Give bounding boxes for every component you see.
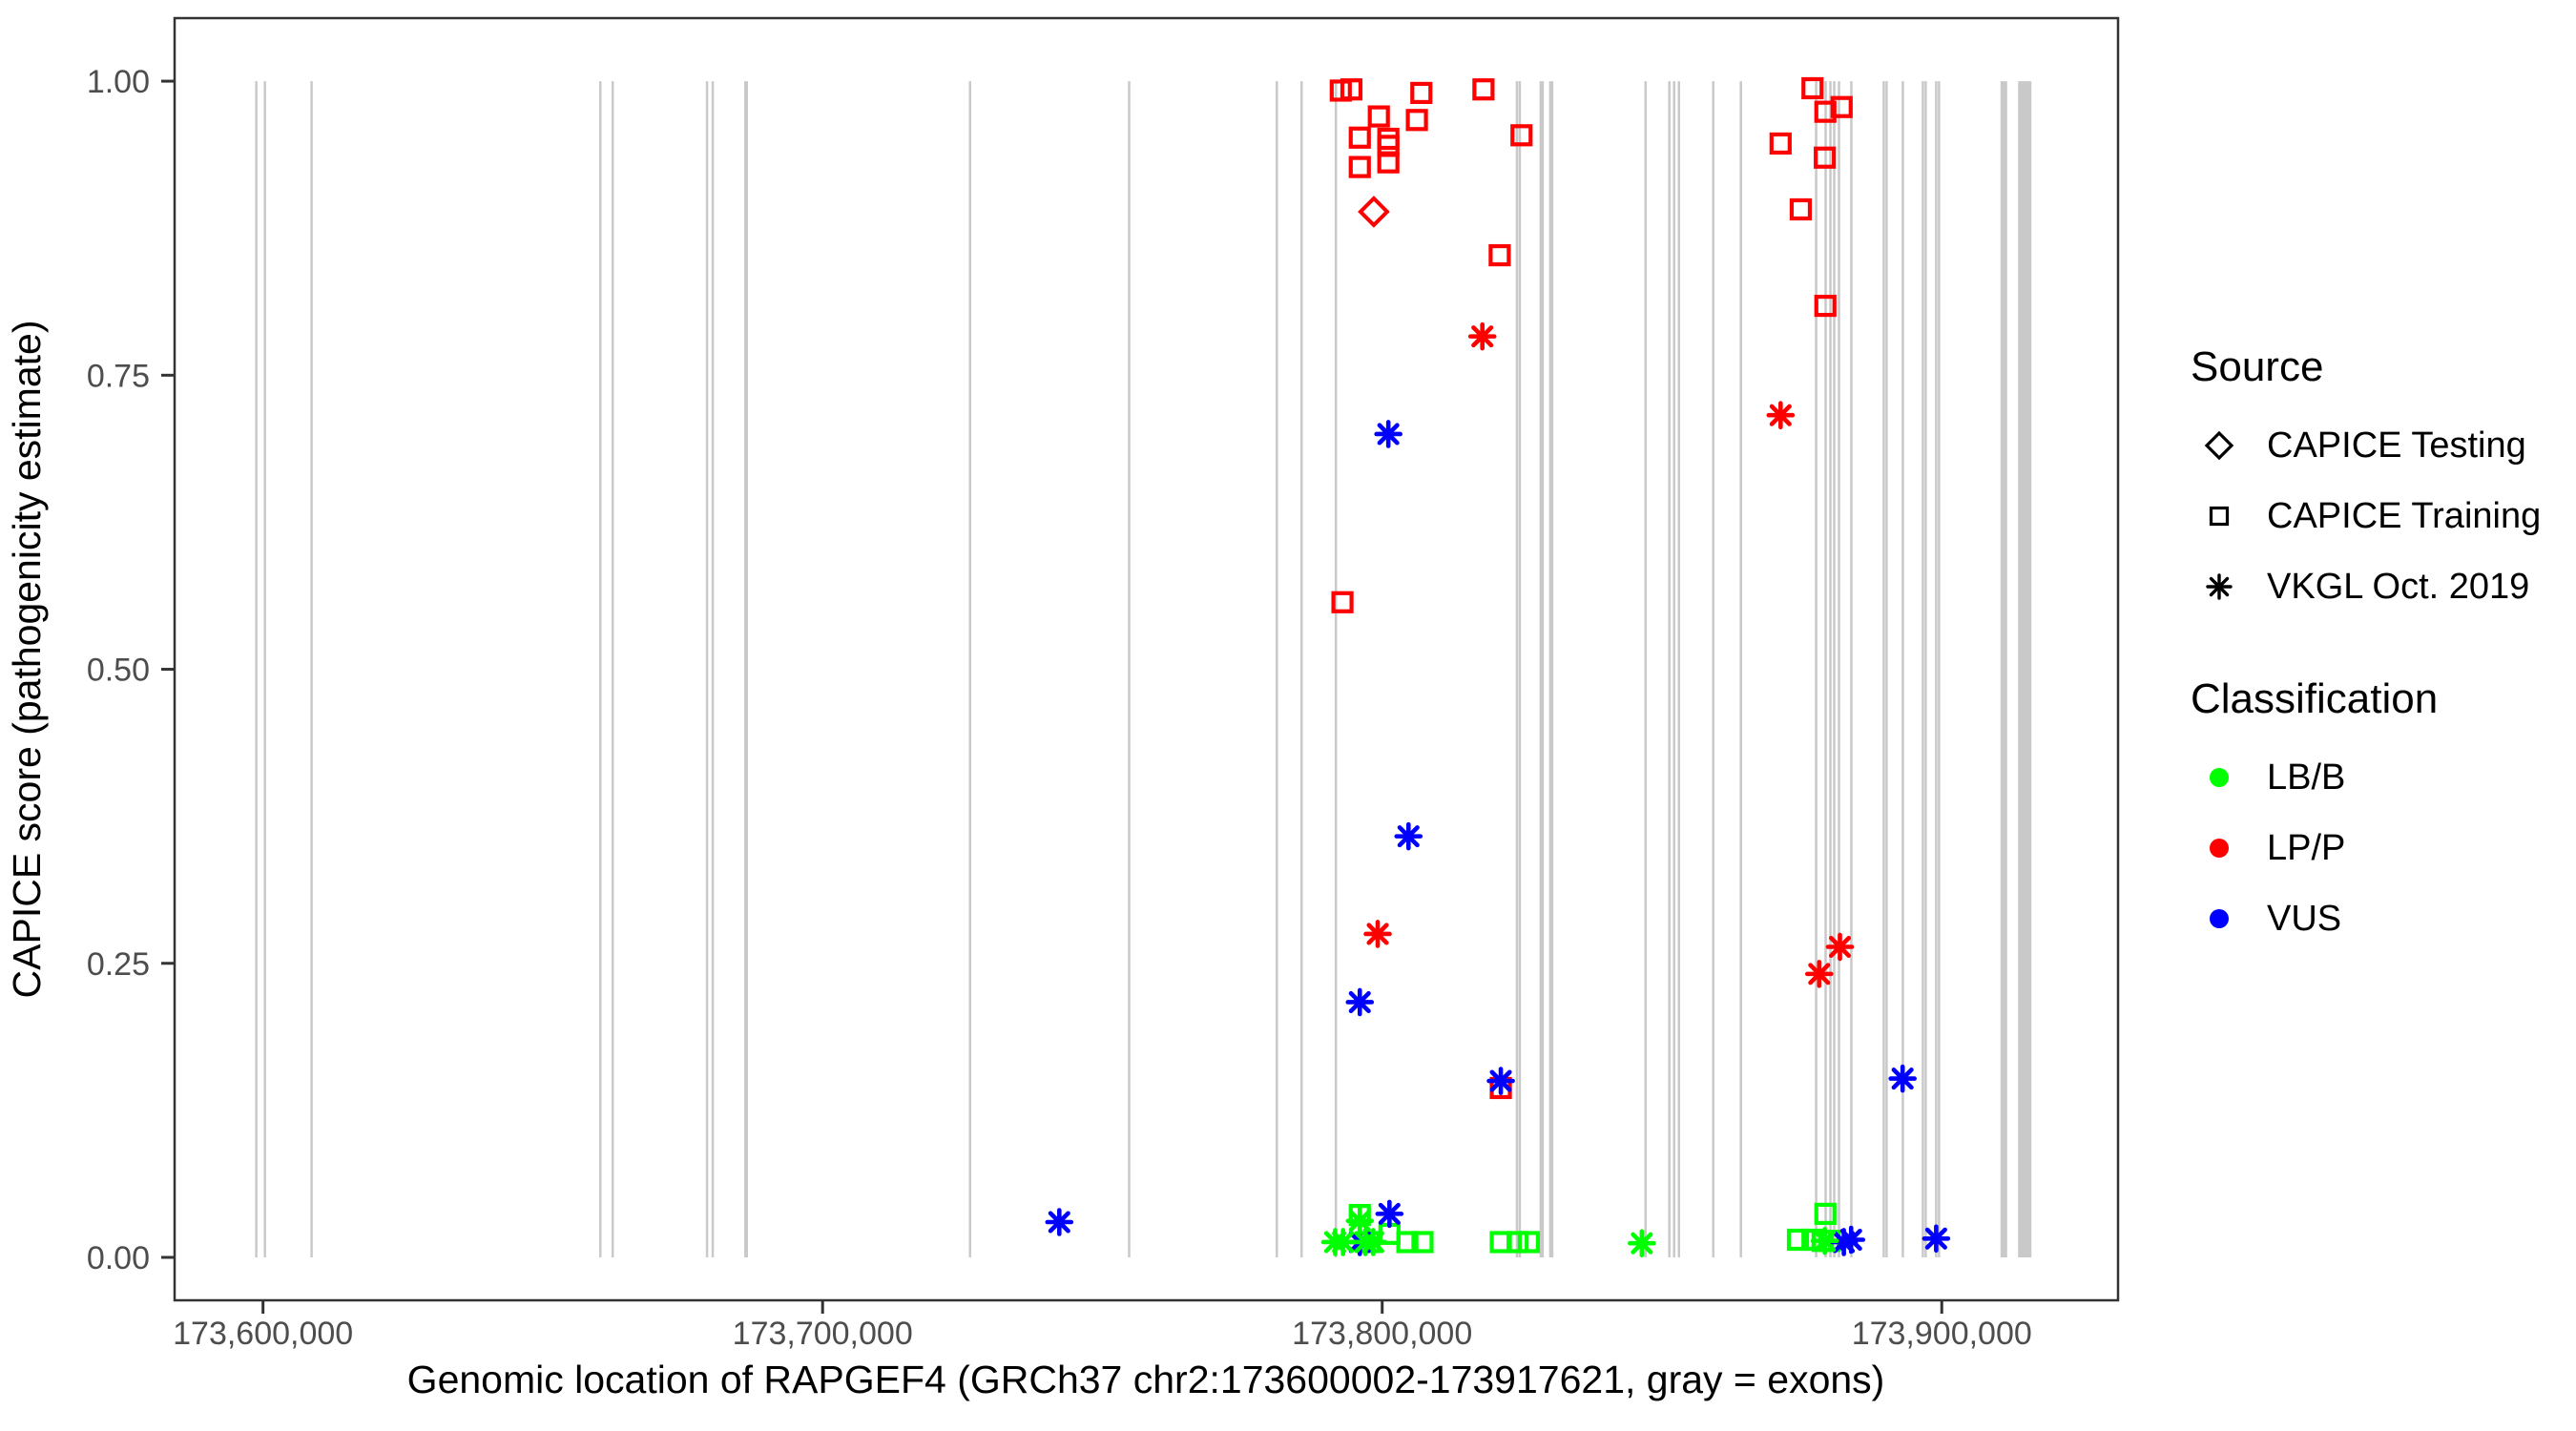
data-point-diamond [1358, 196, 1390, 228]
legend-classification-block: Classification LB/B LP/P VUS [2191, 675, 2563, 954]
data-point-asterisk [1922, 1224, 1951, 1254]
green-dot-icon [2210, 768, 2229, 787]
diamond-icon [2204, 430, 2234, 461]
data-point-asterisk [1359, 1228, 1388, 1256]
data-point-asterisk [1467, 321, 1497, 351]
data-point-asterisk [1374, 420, 1402, 448]
data-point-square [1331, 591, 1354, 613]
data-point-square [1348, 156, 1371, 178]
x-tick-label: 173,600,000 [173, 1316, 353, 1352]
data-point-asterisk [1363, 920, 1392, 948]
data-point-asterisk [1804, 960, 1834, 988]
data-point-asterisk [1628, 1229, 1656, 1258]
x-tick-label: 173,900,000 [1852, 1316, 2032, 1352]
asterisk-icon [2206, 573, 2233, 600]
data-point-square [1517, 1231, 1540, 1254]
data-points-layer [1045, 76, 1951, 1258]
panel-frame-layer [173, 16, 2120, 1302]
data-point-asterisk [1810, 1226, 1839, 1255]
data-point-square [1801, 76, 1824, 100]
data-point-square [1814, 100, 1837, 123]
legend-item-label: LP/P [2267, 827, 2346, 868]
legend-item-vkgl: VKGL Oct. 2019 [2191, 551, 2563, 622]
legend-classification-title: Classification [2191, 675, 2439, 722]
red-dot-icon [2210, 839, 2229, 858]
data-point-asterisk [1888, 1064, 1917, 1093]
axis-ticks-layer: 173,600,000 173,700,000 173,800,000 173,900… [87, 64, 2032, 1352]
data-point-square [1814, 1202, 1837, 1225]
data-point-asterisk [1837, 1225, 1866, 1255]
legend-item-lbb: LB/B [2191, 742, 2563, 813]
data-point-asterisk [1825, 932, 1855, 962]
legend-item-label: CAPICE Testing [2267, 425, 2526, 466]
y-tick-label: 1.00 [87, 64, 150, 100]
legend-item-label: VUS [2267, 898, 2342, 939]
legend-source-title: Source [2191, 343, 2324, 390]
legend-source-block: Source CAPICE Testing CAPICE Training [2191, 343, 2563, 622]
exon-lines-layer [255, 81, 2032, 1257]
legend: Source CAPICE Testing CAPICE Training [2191, 343, 2563, 954]
panel-border [173, 16, 2120, 1302]
data-point-square [1506, 1231, 1529, 1254]
data-point-square [1786, 1228, 1810, 1252]
legend-item-label: VKGL Oct. 2019 [2267, 566, 2530, 607]
data-point-square [1367, 105, 1390, 128]
x-tick-label: 173,700,000 [733, 1316, 913, 1352]
data-point-square [1377, 151, 1400, 174]
data-point-square [1814, 294, 1837, 318]
data-point-square [1789, 197, 1813, 221]
data-point-square [1769, 132, 1792, 156]
data-point-asterisk [1328, 1228, 1358, 1256]
data-point-square [1411, 1231, 1434, 1254]
legend-item-label: LB/B [2267, 757, 2346, 798]
legend-item-lpp: LP/P [2191, 813, 2563, 883]
legend-item-capice-testing: CAPICE Testing [2191, 410, 2563, 481]
y-tick-label: 0.00 [87, 1240, 150, 1276]
legend-item-vus: VUS [2191, 883, 2563, 954]
data-point-asterisk [1045, 1208, 1074, 1236]
square-icon [2209, 506, 2230, 527]
data-point-square [1396, 1231, 1419, 1254]
data-point-asterisk [1394, 821, 1423, 851]
data-point-square [1348, 126, 1371, 149]
data-point-square [1488, 243, 1511, 267]
data-point-asterisk [1345, 1206, 1375, 1235]
y-tick-label: 0.50 [87, 653, 150, 689]
x-tick-label: 173,800,000 [1292, 1316, 1472, 1352]
data-point-square [1814, 146, 1837, 169]
data-point-square [1340, 78, 1363, 101]
x-axis-title: Genomic location of RAPGEF4 (GRCh37 chr2… [407, 1358, 1885, 1401]
data-point-asterisk [1375, 1199, 1404, 1229]
data-point-asterisk [1766, 401, 1796, 430]
y-tick-label: 0.75 [87, 358, 150, 394]
data-point-asterisk [1486, 1067, 1515, 1095]
legend-item-label: CAPICE Training [2267, 495, 2542, 536]
y-tick-label: 0.25 [87, 946, 150, 983]
data-point-square [1510, 124, 1533, 147]
y-axis-title: CAPICE score (pathogenicity estimate) [5, 321, 49, 999]
legend-item-capice-training: CAPICE Training [2191, 481, 2563, 551]
data-point-square [1377, 127, 1400, 151]
data-point-square [1410, 81, 1433, 105]
data-point-square [1405, 109, 1428, 132]
blue-dot-icon [2210, 909, 2229, 928]
data-point-asterisk [1345, 987, 1375, 1017]
data-point-square [1472, 78, 1495, 101]
